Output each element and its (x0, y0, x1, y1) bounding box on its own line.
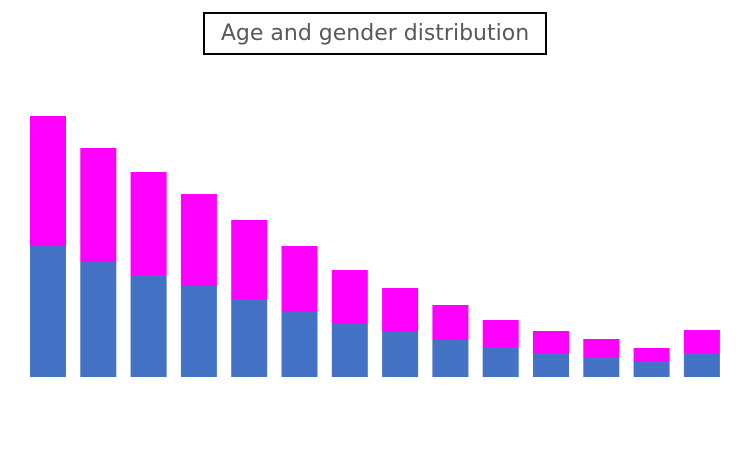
bar-female-12 (583, 339, 620, 357)
bar-male-3 (130, 275, 167, 377)
bar-female-13 (633, 348, 670, 361)
bar-female-8 (382, 288, 419, 332)
bar-female-3 (130, 172, 167, 275)
bar-female-11 (533, 331, 569, 353)
bar-male-5 (231, 299, 268, 377)
bar-male-13 (633, 361, 670, 377)
bar-female-7 (331, 270, 368, 324)
bar-female-9 (432, 305, 469, 340)
bar-male-7 (331, 324, 368, 377)
bar-male-6 (281, 312, 318, 377)
bar-male-2 (80, 262, 117, 377)
bar-male-8 (382, 332, 419, 377)
bar-male-4 (180, 286, 217, 377)
bar-male-11 (533, 353, 569, 377)
bar-male-1 (30, 246, 66, 377)
bar-female-2 (80, 148, 117, 262)
bar-male-14 (683, 353, 720, 377)
bar-male-10 (482, 347, 519, 377)
bar-female-4 (180, 194, 217, 286)
bar-male-12 (583, 357, 620, 377)
bar-female-5 (231, 220, 268, 299)
bar-female-14 (683, 330, 720, 353)
chart-title: Age and gender distribution (203, 12, 547, 55)
bar-male-9 (432, 340, 469, 377)
bar-female-6 (281, 246, 318, 312)
bar-female-1 (30, 116, 66, 246)
bar-female-10 (482, 320, 519, 347)
